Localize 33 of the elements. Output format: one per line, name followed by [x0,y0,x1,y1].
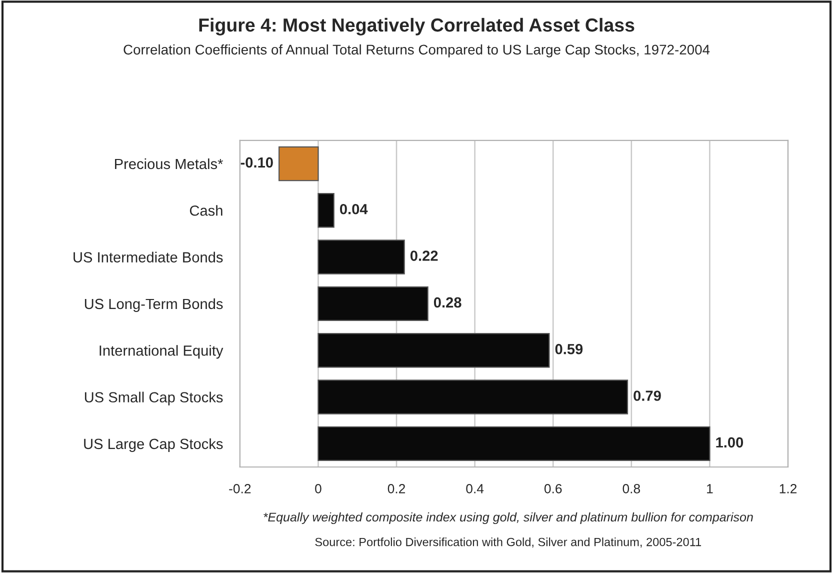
chart-title: Figure 4: Most Negatively Correlated Asset Class [199,18,634,36]
bar [278,146,319,182]
data-label: 0.04 [340,204,368,214]
bar [318,193,334,228]
y-tick-label: Cash [190,205,222,216]
x-tick-label: 0 [315,484,322,494]
data-label: 0.59 [555,344,583,354]
bar [318,240,405,274]
bar [318,380,628,414]
x-tick-label: 0.8 [622,484,640,494]
x-tick-label: 0.2 [388,484,406,494]
x-tick-label: 1.2 [780,484,797,494]
data-label: 0.79 [634,390,661,401]
data-label: 1.00 [716,437,744,448]
x-tick-label: 1 [707,484,713,494]
source-note: Source: Portfolio Diversification with Gold, Silver and Platinum, 2005-2011 [315,538,702,548]
data-label: -0.10 [240,157,273,168]
y-tick-label: US Long-Term Bonds [84,298,223,312]
bar [318,286,428,322]
y-tick-label: US Large Cap Stocks [84,438,223,452]
text: *Equally weighted composite index using gold, silver and platinum bullion for comparison [264,512,753,524]
x-tick-label: -0.2 [229,484,251,494]
bar [318,426,710,462]
bar [318,332,550,368]
chart-subtitle: Correlation Coefficients of Annual Total Returns Compared to US Large Cap Stocks, 1972-2004 [124,44,710,58]
data-label: 0.22 [410,250,438,261]
x-tick-label: 0.4 [466,484,484,494]
x-tick-label: 0.6 [544,484,562,494]
y-tick-label: Precious Metals* [115,158,224,170]
y-tick-label: US Intermediate Bonds [74,252,223,262]
data-label: 0.28 [434,297,462,308]
y-tick-label: US Small Cap Stocks [84,392,223,406]
y-tick-label: International Equity [100,345,224,359]
